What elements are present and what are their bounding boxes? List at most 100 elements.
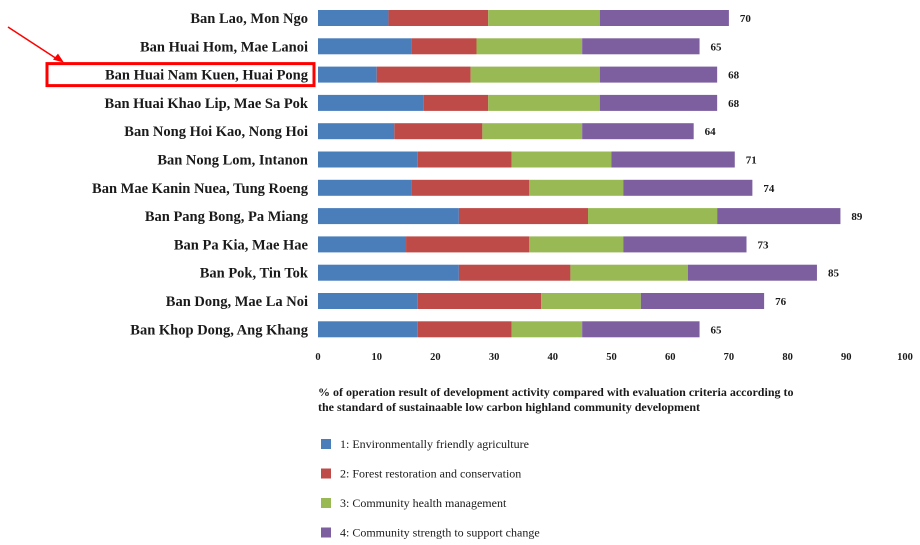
bar-segment-4 <box>599 66 718 83</box>
bar-segment-3 <box>570 264 688 281</box>
total-labels: 70 65 68 68 64 71 74 89 73 85 76 65 <box>705 13 863 336</box>
bar-segment-1 <box>318 264 459 281</box>
bar-segment-4 <box>687 264 817 281</box>
bar-segment-4 <box>582 38 700 55</box>
total-label: 71 <box>746 155 757 167</box>
total-label: 89 <box>851 211 863 223</box>
total-label: 68 <box>728 98 740 110</box>
legend-swatch <box>321 468 331 479</box>
total-label: 70 <box>740 13 752 25</box>
highlight-arrow-head <box>53 53 64 63</box>
bar-segment-2 <box>411 38 477 55</box>
category-label: Ban Khop Dong, Ang Khang <box>130 322 308 338</box>
x-tick-label: 10 <box>371 352 382 363</box>
bar-segment-2 <box>411 179 530 196</box>
x-tick-label: 90 <box>841 352 852 363</box>
bar-segment-2 <box>406 236 530 253</box>
bar-segment-2 <box>417 321 512 338</box>
x-tick-label: 80 <box>782 352 793 363</box>
total-label: 76 <box>775 296 787 308</box>
bar-segment-4 <box>582 321 700 338</box>
bar-segment-3 <box>511 321 583 338</box>
bar-segment-3 <box>482 123 583 140</box>
category-labels: Ban Lao, Mon Ngo Ban Huai Hom, Mae Lanoi B… <box>92 11 309 338</box>
bar-segment-2 <box>376 66 471 83</box>
bar-segment-2 <box>423 94 489 111</box>
total-label: 65 <box>711 324 723 336</box>
bar-segment-3 <box>529 179 624 196</box>
x-tick-label: 60 <box>665 352 676 363</box>
x-tick-label: 20 <box>430 352 441 363</box>
x-tick-label: 30 <box>489 352 500 363</box>
bar-segment-4 <box>599 94 718 111</box>
category-label: Ban Pa Kia, Mae Hae <box>174 237 309 253</box>
x-tick-label: 0 <box>315 352 320 363</box>
x-axis-title: % of operation result of development act… <box>318 385 793 414</box>
bar-segment-3 <box>541 293 641 309</box>
bar-segment-2 <box>458 208 589 225</box>
total-label: 64 <box>705 126 717 138</box>
category-label: Ban Nong Hoi Kao, Nong Hoi <box>124 124 308 140</box>
bar-segment-1 <box>318 123 395 140</box>
x-tick-label: 100 <box>897 352 913 363</box>
bar-segment-4 <box>717 208 841 225</box>
category-label: Ban Pok, Tin Tok <box>200 266 309 282</box>
total-label: 68 <box>728 70 740 82</box>
bar-segment-1 <box>318 293 418 309</box>
bar-segment-4 <box>623 179 753 196</box>
bar-segment-1 <box>318 94 424 111</box>
x-axis-title-line: the standard of sustainaable low carbon … <box>318 400 700 414</box>
category-label: Ban Mae Kanin Nuea, Tung Roeng <box>92 181 309 197</box>
category-label: Ban Huai Nam Kuen, Huai Pong <box>105 68 309 84</box>
legend-swatch <box>321 498 331 508</box>
bar-segment-3 <box>511 151 612 168</box>
bar-segment-1 <box>318 208 459 225</box>
total-label: 74 <box>763 183 775 195</box>
x-axis: 0 10 20 30 40 50 60 70 80 90 100 <box>315 352 913 363</box>
legend-swatch <box>321 439 331 449</box>
x-tick-label: 50 <box>606 352 617 363</box>
bar-segment-3 <box>529 236 624 253</box>
category-label: Ban Lao, Mon Ngo <box>190 11 308 27</box>
bar-segment-2 <box>417 151 512 168</box>
bar-segment-4 <box>623 236 747 253</box>
bar-segment-1 <box>318 179 412 196</box>
bar-segment-2 <box>458 264 571 281</box>
bar-segment-4 <box>640 293 765 309</box>
bar-segment-2 <box>417 293 542 309</box>
legend-swatch <box>321 527 331 538</box>
bar-segment-3 <box>488 94 600 111</box>
bar-segment-4 <box>599 10 729 26</box>
highlight-arrow-line <box>7 26 59 61</box>
bar-segment-4 <box>582 123 694 140</box>
bars-layer <box>318 10 841 338</box>
category-label: Ban Huai Khao Lip, Mae Sa Pok <box>105 96 309 112</box>
bar-segment-3 <box>588 208 718 225</box>
legend-label: 1: Environmentally friendly agriculture <box>340 437 529 451</box>
total-label: 65 <box>711 41 723 53</box>
category-label: Ban Pang Bong, Pa Miang <box>145 209 309 225</box>
bar-segment-1 <box>318 321 418 338</box>
category-label: Ban Nong Lom, Intanon <box>157 153 308 169</box>
bar-segment-2 <box>394 123 483 140</box>
x-axis-title-line: % of operation result of development act… <box>318 385 793 399</box>
bar-segment-3 <box>470 66 600 83</box>
total-label: 73 <box>758 239 770 251</box>
highlight-box <box>45 62 316 88</box>
legend: 1: Environmentally friendly agriculture 2… <box>321 437 540 540</box>
legend-label: 2: Forest restoration and conservation <box>340 467 521 481</box>
legend-label: 3: Community health management <box>340 496 507 510</box>
bar-segment-3 <box>476 38 583 55</box>
bar-segment-2 <box>388 10 489 26</box>
bar-segment-1 <box>318 66 377 83</box>
bar-segment-3 <box>488 10 600 26</box>
category-label: Ban Dong, Mae La Noi <box>166 294 308 310</box>
category-label: Ban Huai Hom, Mae Lanoi <box>140 39 308 55</box>
total-label: 85 <box>828 268 840 280</box>
x-tick-label: 40 <box>548 352 559 363</box>
x-tick-label: 70 <box>724 352 735 363</box>
bar-segment-1 <box>318 151 418 168</box>
highlight-annotation <box>7 26 316 88</box>
bar-segment-1 <box>318 38 412 55</box>
